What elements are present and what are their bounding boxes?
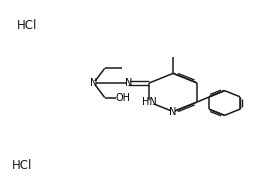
Bar [92,81,96,85]
Text: HCl: HCl [17,18,37,32]
Text: N: N [90,78,98,88]
Bar [171,110,175,114]
Text: N: N [125,78,132,88]
Text: OH: OH [116,92,131,102]
Text: HN: HN [142,97,157,107]
Text: HCl: HCl [12,159,32,172]
Bar [126,81,130,85]
Text: N: N [169,107,177,117]
Bar [116,95,130,100]
Bar [142,100,157,104]
